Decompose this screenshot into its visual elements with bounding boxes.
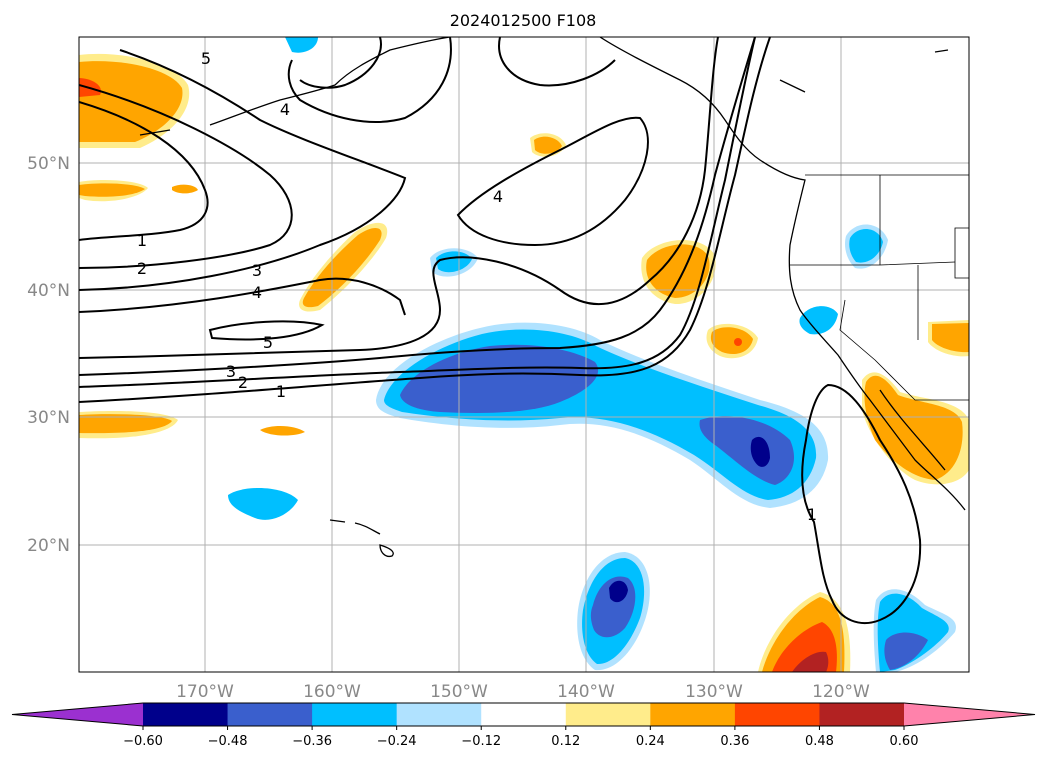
colorbar-segment [565,703,651,726]
colorbar-tick-label: 0.48 [805,734,834,749]
contour-label: 5 [263,333,273,352]
colorbar-tick-label: −0.24 [377,734,417,749]
lon-label: 150°W [430,682,488,702]
lon-label: 170°W [176,682,234,702]
longitude-labels: 170°W 160°W 150°W 140°W 130°W 120°W [176,682,870,702]
contour-label: 1 [137,231,147,250]
contour-label: 2 [137,259,147,278]
contour-labels: 5 4 1 2 3 4 5 3 2 1 4 1 [137,49,817,524]
colorbar-tick-label: −0.36 [292,734,332,749]
colorbar-extend-high [904,703,1035,726]
contour-label: 1 [807,505,817,524]
colorbar-segment [396,703,482,726]
colorbar-segment [650,703,736,726]
borders [790,174,969,401]
colorbar-segment [143,703,229,726]
lat-label: 30°N [27,408,70,428]
contour-label: 5 [201,49,211,68]
colorbar-tick-label: −0.48 [208,734,248,749]
contour-label: 3 [226,362,236,381]
colorbar-segment [312,703,398,726]
contour-label: 2 [238,373,248,392]
lon-label: 130°W [685,682,743,702]
lon-label: 140°W [557,682,615,702]
colorbar-segment [734,703,820,726]
contour-label: 4 [493,187,503,206]
map-frame [78,36,970,673]
colorbar-tick-label: −0.12 [461,734,501,749]
colorbar-tick-label: 0.12 [551,734,580,749]
colorbar-segment [819,703,905,726]
gridlines [79,37,969,672]
lat-label: 20°N [27,536,70,556]
colorbar-tick-label: 0.36 [720,734,749,749]
contours [79,37,922,625]
lon-label: 160°W [303,682,361,702]
lon-label: 120°W [812,682,870,702]
lat-label: 40°N [27,281,70,301]
colorbar-segment [227,703,313,726]
contour-label: 1 [276,382,286,401]
colorbar-tick-label: −0.60 [123,734,163,749]
colorbar-extend-low [12,703,143,726]
colorbar-tick-label: 0.60 [890,734,919,749]
contour-label: 3 [252,261,262,280]
colorbar-tick-label: 0.24 [636,734,665,749]
colorbar: −0.60 −0.48 −0.36 −0.24 −0.12 0.12 0.24 0.36 0.4… [11,702,1036,749]
map-title: 2024012500 F108 [450,11,597,30]
lat-label: 50°N [27,154,70,174]
contour-label: 4 [280,100,290,119]
map-area: 5 4 1 2 3 4 5 3 2 1 4 1 [79,37,969,672]
contour-label: 4 [252,283,262,302]
colorbar-segment [481,703,567,726]
latitude-labels: 50°N 40°N 30°N 20°N [27,154,70,556]
